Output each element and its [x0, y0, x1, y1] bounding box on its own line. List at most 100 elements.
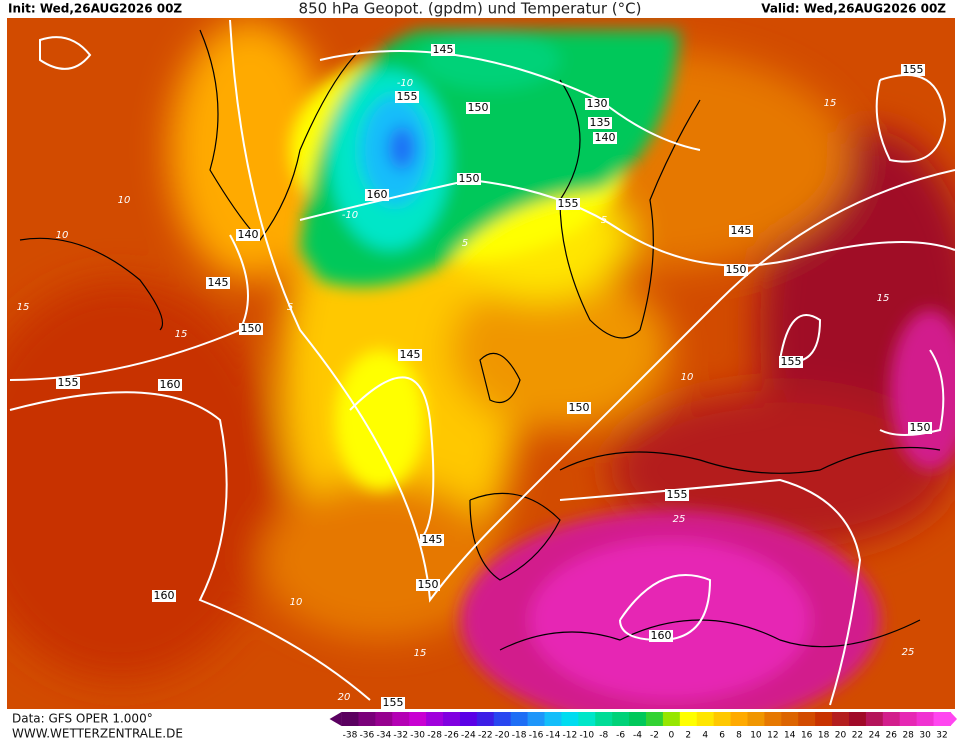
temperature-label: 10 [118, 195, 131, 206]
legend-tick-label: -38 [343, 731, 358, 741]
legend-tick-label: -36 [360, 731, 375, 741]
legend-tick-label: 26 [886, 731, 898, 741]
geopotential-label: 155 [58, 376, 79, 389]
legend-cell [375, 712, 393, 726]
legend-cell [730, 712, 748, 726]
legend-cell [815, 712, 833, 726]
geopotential-label-box [152, 590, 176, 602]
geopotential-label-box [556, 198, 580, 210]
geopotential-label-box [206, 277, 230, 289]
legend-cell [646, 712, 664, 726]
geopotential-label: 155 [667, 488, 688, 501]
geopotential-label-box [457, 173, 481, 185]
temperature-label: 15 [17, 302, 30, 313]
geopotential-label-box [901, 64, 925, 76]
legend-cell [612, 712, 630, 726]
legend-tick-label: 8 [736, 731, 742, 741]
temperature-label: -10 [342, 210, 358, 221]
legend-arrow-right [950, 712, 957, 726]
geopotential-label-box [466, 102, 490, 114]
geopotential-label: 155 [397, 90, 418, 103]
legend-cell [679, 712, 698, 726]
legend-cell [392, 712, 410, 726]
legend-cell [764, 712, 782, 726]
legend-tick-label: -30 [410, 731, 425, 741]
geopotential-label: 160 [160, 378, 181, 391]
geopotential-label-box [236, 229, 260, 241]
geopotential-label-box [381, 697, 405, 709]
geopotential-label: 160 [154, 589, 175, 602]
legend-tick-label: 18 [818, 731, 830, 741]
geopotential-label: 150 [241, 322, 262, 335]
legend-cell [409, 712, 427, 726]
legend-cell [781, 712, 799, 726]
data-source: Data: GFS OPER 1.000° [12, 712, 153, 726]
geopotential-label-box [239, 323, 263, 335]
map-title: 850 hPa Geopot. (gpdm) und Temperatur (°… [299, 0, 642, 18]
geopotential-contours [9, 19, 955, 706]
geopotential-label: 145 [731, 224, 752, 237]
legend-tick-label: 14 [784, 731, 796, 741]
legend-tick-label: -12 [563, 731, 578, 741]
legend-cell [426, 712, 444, 726]
geopotential-label: 150 [569, 401, 590, 414]
legend-cell [865, 712, 884, 726]
geopotential-label: 150 [468, 101, 489, 114]
legend-tick-label: 28 [902, 731, 914, 741]
legend-tick-label: -20 [495, 731, 510, 741]
legend-tick-label: 2 [685, 731, 691, 741]
legend-tick-label: 24 [869, 731, 881, 741]
legend-tick-label: -28 [427, 731, 442, 741]
legend-cell [662, 712, 681, 726]
legend-tick-label: -6 [616, 731, 625, 741]
temperature-label: 10 [56, 230, 69, 241]
geopotential-label: 130 [587, 97, 608, 110]
temperature-label: 5 [601, 215, 607, 226]
geopotential-label-box [398, 349, 422, 361]
legend-cell [696, 712, 715, 726]
legend-cell [899, 712, 918, 726]
geopotential-label-box [431, 44, 455, 56]
geopotential-label-box [724, 264, 748, 276]
geopotential-label: 155 [781, 355, 802, 368]
geopotential-label: 150 [459, 172, 480, 185]
temperature-label: 10 [681, 372, 694, 383]
legend-tick-label: -2 [650, 731, 659, 741]
geopotential-label-box [649, 630, 673, 642]
geopotential-label: 155 [903, 63, 924, 76]
legend-cell [629, 712, 647, 726]
geopotential-label-box [395, 91, 419, 103]
legend-tick-label: -26 [444, 731, 459, 741]
legend-cell [882, 712, 901, 726]
legend-cell [459, 712, 478, 726]
geopotential-label-box [56, 377, 80, 389]
legend-tick-label: 16 [801, 731, 813, 741]
geopotential-label: 140 [238, 228, 259, 241]
legend-tick-label: -18 [512, 731, 527, 741]
legend-cell [476, 712, 495, 726]
init-label: Init: Wed,26AUG2026 00Z [8, 2, 182, 16]
legend-tick-label: -24 [461, 731, 476, 741]
geopotential-label: 155 [383, 696, 404, 709]
site: WWW.WETTERZENTRALE.DE [12, 727, 183, 741]
legend-cell [916, 712, 935, 726]
geopotential-label: 145 [400, 348, 421, 361]
legend-tick-label: 22 [852, 731, 863, 741]
legend-tick-label: -8 [599, 731, 608, 741]
legend-cell [544, 712, 562, 726]
legend-tick-label: -34 [376, 731, 391, 741]
geopotential-label-box [158, 379, 182, 391]
geopotential-label-box [779, 356, 803, 368]
geopotential-label: 155 [558, 197, 579, 210]
temperature-label: 5 [287, 302, 293, 313]
temperature-label: 15 [414, 648, 427, 659]
geopotential-label-box [585, 98, 609, 110]
temperature-label: 15 [824, 98, 837, 109]
temperature-label: 15 [175, 329, 188, 340]
geopotential-label-box [420, 534, 444, 546]
geopotential-label: 160 [367, 188, 388, 201]
legend-tick-label: 4 [702, 731, 708, 741]
geopotential-label-box [665, 489, 689, 501]
